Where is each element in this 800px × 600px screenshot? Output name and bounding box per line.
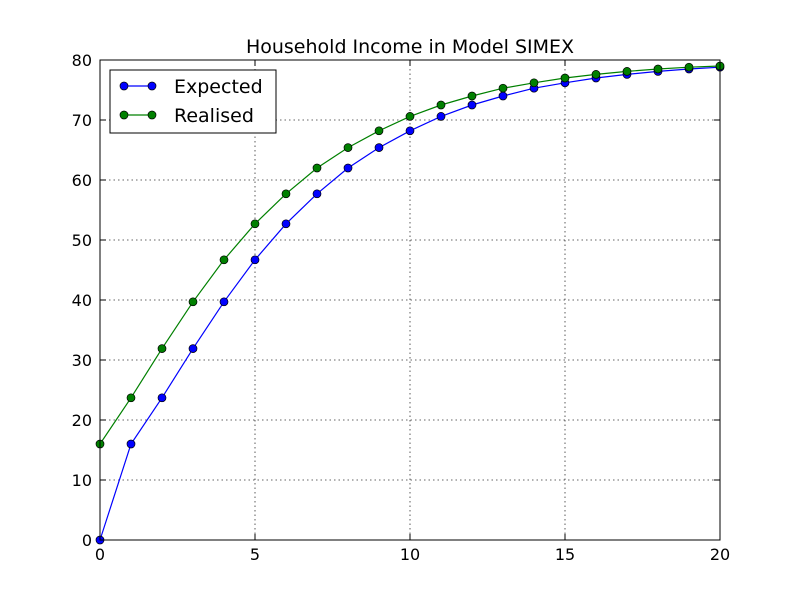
data-point-realised (281, 189, 291, 199)
x-tick-label: 10 (400, 545, 420, 564)
data-point-expected (312, 189, 322, 199)
legend-marker-realised (119, 110, 129, 120)
data-point-realised (126, 393, 136, 403)
data-point-expected (467, 100, 477, 110)
y-tick-label: 60 (72, 171, 92, 190)
y-tick-label: 50 (72, 231, 92, 250)
data-point-realised (219, 255, 229, 265)
legend-label-expected: Expected (174, 76, 263, 98)
y-tick-label: 10 (72, 471, 92, 490)
data-point-expected (126, 439, 136, 449)
legend-label-realised: Realised (174, 105, 254, 127)
legend: Expected Realised (109, 69, 277, 134)
plot-frame (99, 59, 721, 541)
y-tick-label: 80 (72, 51, 92, 70)
y-tick-label: 40 (72, 291, 92, 310)
legend-marker-expected (147, 81, 157, 91)
y-tick-label: 0 (82, 531, 92, 550)
data-point-expected (281, 219, 291, 229)
data-point-realised (684, 62, 694, 72)
y-tick-label: 70 (72, 111, 92, 130)
data-point-expected (436, 112, 446, 121)
data-point-expected (343, 163, 353, 173)
legend-marker-realised (147, 110, 157, 120)
data-point-realised (157, 344, 167, 353)
legend-marker-expected (119, 81, 129, 91)
data-point-realised (622, 67, 632, 76)
series-realised (95, 61, 725, 449)
data-point-realised (653, 64, 663, 74)
data-point-realised (560, 73, 570, 83)
data-point-expected (374, 143, 384, 152)
x-tick-label: 15 (555, 545, 575, 564)
legend-entry-realised: Realised (119, 105, 254, 127)
x-tick-label: 20 (710, 545, 730, 564)
data-point-realised (343, 143, 353, 152)
data-point-expected (250, 255, 260, 265)
legend-entry-expected: Expected (119, 76, 263, 98)
data-point-realised (405, 112, 415, 121)
data-point-expected (219, 297, 229, 307)
data-point-realised (591, 70, 601, 79)
chart-title: Household Income in Model SIMEX (246, 36, 574, 58)
x-tick-label: 0 (95, 545, 105, 564)
data-point-realised (312, 163, 322, 173)
data-point-realised (529, 78, 539, 88)
data-point-realised (467, 91, 477, 101)
legend-box (109, 69, 277, 134)
series-group (95, 61, 725, 545)
data-point-expected (498, 91, 508, 101)
data-point-realised (498, 83, 508, 93)
data-point-expected (188, 344, 198, 353)
data-point-expected (157, 393, 167, 403)
y-tick-label: 20 (72, 411, 92, 430)
x-tick-label: 5 (250, 545, 260, 564)
data-point-realised (374, 126, 384, 136)
data-point-expected (405, 126, 415, 136)
data-point-realised (188, 297, 198, 307)
data-point-realised (436, 100, 446, 110)
y-tick-label: 30 (72, 351, 92, 370)
data-point-realised (250, 219, 260, 229)
